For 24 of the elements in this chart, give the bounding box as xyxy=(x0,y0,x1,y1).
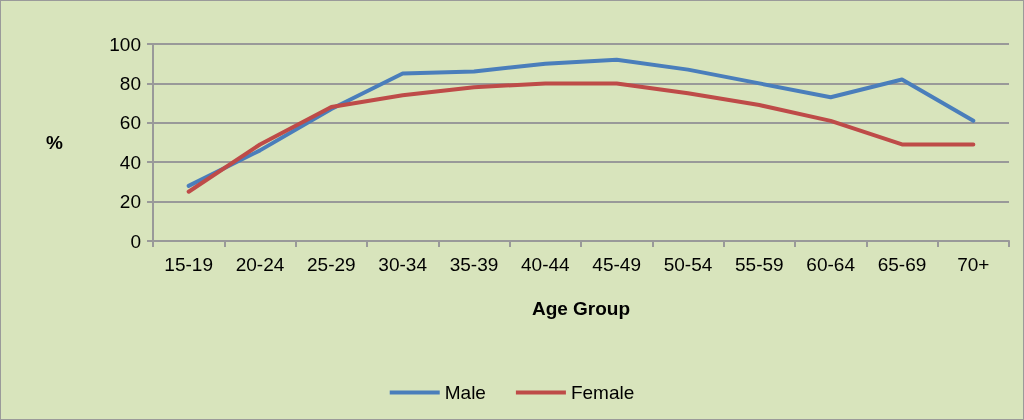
y-tick-label: 0 xyxy=(130,230,141,252)
x-tick-label: 45-49 xyxy=(592,254,641,275)
y-tick-label: 60 xyxy=(119,112,141,134)
x-tick-label: 30-34 xyxy=(378,254,428,275)
y-axis-title: % xyxy=(46,132,64,153)
x-tick-label: 50-54 xyxy=(663,254,713,275)
x-tick-label: 60-64 xyxy=(806,254,856,275)
x-axis-title: Age Group xyxy=(531,298,631,319)
line-series xyxy=(186,57,976,188)
x-tick-label: 35-39 xyxy=(449,254,499,275)
line-series xyxy=(186,81,976,194)
x-tick-label: 15-19 xyxy=(164,254,213,275)
x-tick-label: 55-59 xyxy=(735,254,784,275)
x-tick-label: 20-24 xyxy=(235,254,285,275)
x-tick-label: 65-69 xyxy=(877,254,927,275)
y-tick-label: 80 xyxy=(119,72,141,94)
x-tick-label: 40-44 xyxy=(521,254,571,275)
legend-label: Male xyxy=(444,382,486,403)
x-tick-label: 70+ xyxy=(957,254,990,275)
y-tick-label: 20 xyxy=(119,191,141,213)
x-tick-label: 25-29 xyxy=(307,254,356,275)
y-tick-label: 40 xyxy=(119,151,141,173)
y-tick-label: 100 xyxy=(109,33,141,55)
legend-label: Female xyxy=(570,382,635,403)
